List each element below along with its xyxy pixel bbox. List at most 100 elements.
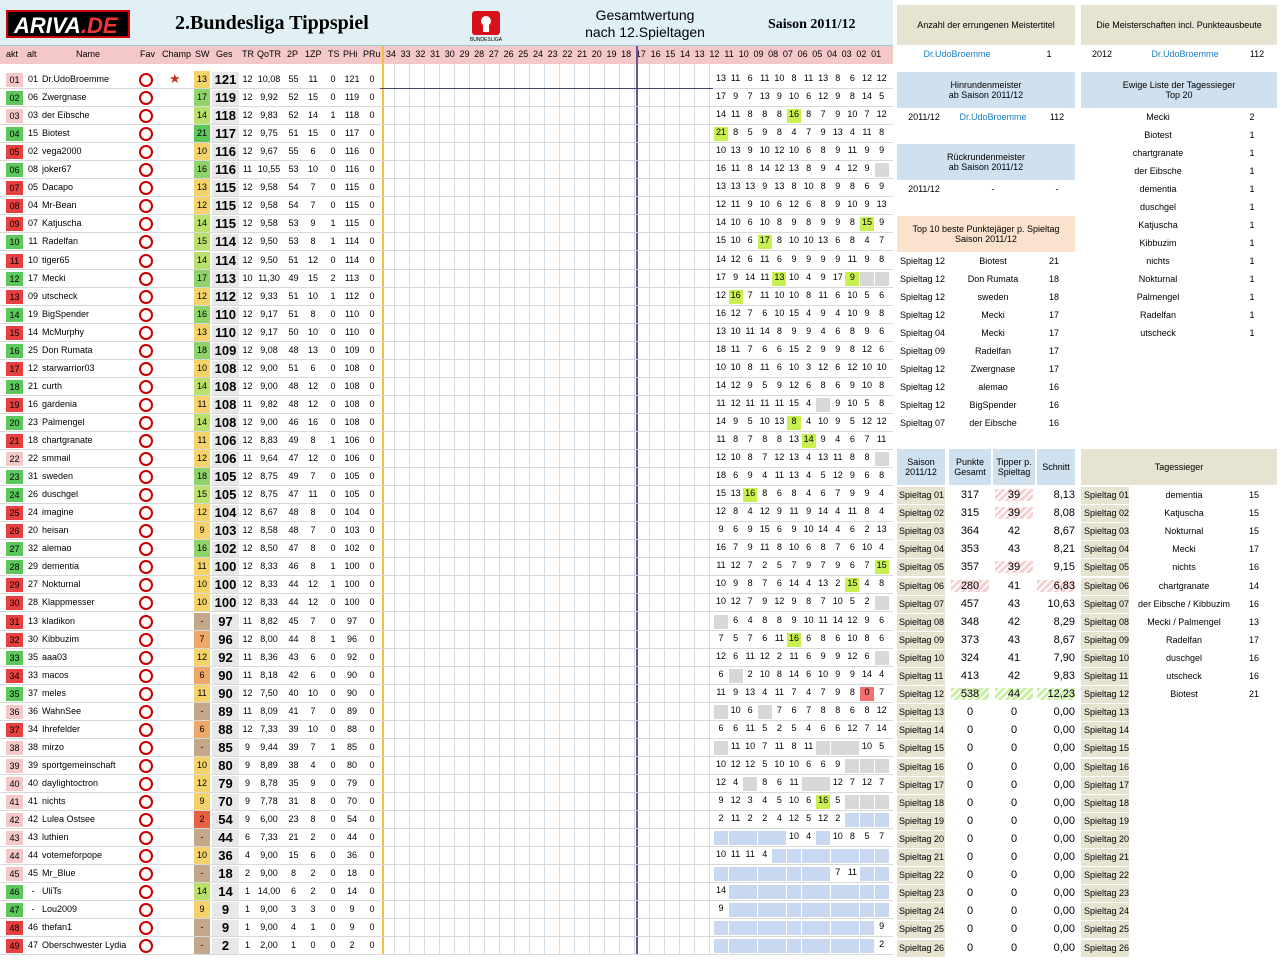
player-name[interactable]: mirzo bbox=[42, 741, 64, 752]
player-name[interactable]: Nokturnal bbox=[42, 579, 81, 590]
player-name[interactable]: Mr-Bean bbox=[42, 200, 77, 211]
player-name[interactable]: chartgranate bbox=[42, 435, 93, 445]
table-row[interactable]: 46- UliTs 14 14 1 14,00 6 2 0 14 0 14 bbox=[0, 883, 893, 902]
player-name[interactable]: UliTs bbox=[42, 886, 62, 897]
player-name[interactable]: nichts bbox=[42, 796, 66, 806]
player-name[interactable]: votemeforpope bbox=[42, 850, 103, 861]
meister-name[interactable]: Dr.UdoBroemme bbox=[923, 49, 991, 59]
player-name[interactable]: Mecki bbox=[42, 272, 66, 283]
table-row[interactable]: 27 32 alemao 16 102 12 8,50 47 8 0 102 0 16 7 9 11 8 10 6 8… bbox=[0, 540, 893, 559]
player-name[interactable]: daylightoctron bbox=[42, 777, 99, 788]
player-name[interactable]: duschgel bbox=[42, 489, 79, 500]
table-row[interactable]: 12 17 Mecki 17 113 10 11,30 49 15 2 113 0 17 9 14 11 13 1… bbox=[0, 269, 893, 288]
table-row[interactable]: 07 05 Dacapo 13 115 12 9,58 54 7 0 115 0 13 13 13 9 13 8 1… bbox=[0, 179, 893, 198]
player-name[interactable]: WahnSee bbox=[42, 705, 82, 716]
player-name[interactable]: Lulea Ostsee bbox=[42, 814, 96, 825]
player-name[interactable]: luthien bbox=[42, 832, 69, 843]
table-row[interactable]: 33 35 aaa03 12 92 11 8,36 43 6 0 92 0 12 6 11 12 2 11 6 9 9 1… bbox=[0, 648, 893, 667]
player-name[interactable]: starwarrior03 bbox=[42, 362, 95, 373]
player-name[interactable]: der Eibsche bbox=[42, 110, 90, 121]
table-row[interactable]: 30 28 Klappmesser 10 100 12 8,33 44 12 0 100 0 10 12 7… bbox=[0, 594, 893, 613]
table-row[interactable]: 31 13 kladikon -97 11 8,82 45 7 0 97 0 6 4 8 8 9 10 11 14 1… bbox=[0, 612, 893, 631]
table-row[interactable]: 34 33 macos 6 90 11 8,18 42 6 0 90 0 6 2 10 8 14 6 10 9 9 14 4 bbox=[0, 666, 893, 685]
player-name[interactable]: dementia bbox=[42, 561, 80, 572]
player-name[interactable]: alemao bbox=[42, 543, 72, 554]
table-row[interactable]: 26 20 heisan 9 103 12 8,58 48 7 0 103 0 9 6 9 15 6 9 10 14 4… bbox=[0, 522, 893, 541]
player-name[interactable]: Don Rumata bbox=[42, 344, 93, 355]
meisterschaften-name[interactable]: Dr.UdoBroemme bbox=[1151, 49, 1219, 59]
table-row[interactable]: 01 01 Dr.UdoBroemme 13 121 12 10,08 55 11 0 121 0 ★ 1… bbox=[0, 71, 893, 89]
player-name[interactable]: utscheck bbox=[42, 290, 78, 301]
table-row[interactable]: 32 30 Kibbuzim 7 96 12 8,00 44 8 1 96 0 7 5 7 6 11 16 6 8 6 1… bbox=[0, 630, 893, 649]
table-row[interactable]: 17 12 starwarrior03 10 108 12 9,00 51 6 0 108 0 10 10… bbox=[0, 359, 893, 378]
player-name[interactable]: Radelfan bbox=[42, 236, 79, 247]
table-row[interactable]: 08 04 Mr-Bean 12 115 12 9,58 54 7 0 115 0 12 11 9 10 6 12… bbox=[0, 197, 893, 216]
player-name[interactable]: Dacapo bbox=[42, 182, 74, 193]
table-row[interactable]: 29 27 Nokturnal 10 100 12 8,33 44 12 1 100 0 10 9 8 7 6 1… bbox=[0, 576, 893, 595]
table-row[interactable]: 48 46 thefan1-9 1 9,00 4 1 0 9 0 9 bbox=[0, 919, 893, 938]
table-row[interactable]: 21 18 chartgranate 11 106 12 8,83 49 8 1 106 0 11 8 7 8… bbox=[0, 432, 893, 450]
table-row[interactable]: 39 39 sportgemeinschaft 10 80 9 8,89 38 4 0 80 0 10 1… bbox=[0, 756, 893, 775]
player-name[interactable]: Katjuscha bbox=[42, 218, 82, 229]
table-row[interactable]: 14 19 BigSpender 16 110 12 9,17 51 8 0 110 0 16 12 7 6 1… bbox=[0, 305, 893, 324]
table-row[interactable]: 10 11 Radelfan 15 114 12 9,50 53 8 1 114 0 15 10 6 17 8 1… bbox=[0, 233, 893, 252]
table-row[interactable]: 23 31 sweden 18 105 12 8,75 49 7 0 105 0 18 6 9 4 11 13 4 5… bbox=[0, 468, 893, 487]
player-name[interactable]: Oberschwester Lydia bbox=[42, 940, 127, 951]
player-name[interactable]: smmail bbox=[42, 453, 71, 464]
table-row[interactable]: 11 10 tiger65 14 114 12 9,50 51 12 0 114 0 14 12 6 11 6 9… bbox=[0, 251, 893, 270]
player-name[interactable]: McMurphy bbox=[42, 326, 85, 337]
player-name[interactable]: heisan bbox=[42, 525, 69, 536]
table-row[interactable]: 38 38 mirzo -85 9 9,44 39 7 1 85 0 11 10 7 11 8 11 10 5 bbox=[0, 738, 893, 757]
player-name[interactable]: Kibbuzim bbox=[42, 633, 80, 644]
player-name[interactable]: macos bbox=[42, 669, 69, 680]
table-row[interactable]: 05 02 vega2000 10 116 12 9,67 55 6 0 116 0 10 13 9 10 12… bbox=[0, 143, 893, 162]
player-name[interactable]: vega2000 bbox=[42, 146, 82, 157]
player-name[interactable]: tiger65 bbox=[42, 254, 70, 265]
table-row[interactable]: 09 07 Katjuscha 14 115 12 9,58 53 9 1 115 0 14 10 6 10 8… bbox=[0, 215, 893, 234]
table-row[interactable]: 24 26 duschgel 15 105 12 8,75 47 11 0 105 0 15 13 16 8 6… bbox=[0, 486, 893, 505]
player-name[interactable]: joker67 bbox=[42, 164, 72, 175]
table-row[interactable]: 44 44 votemeforpope 10 36 4 9,00 15 6 0 36 0 10 11 11 4 bbox=[0, 847, 893, 866]
player-name[interactable]: thefan1 bbox=[42, 922, 73, 933]
table-row[interactable]: 42 42 Lulea Ostsee 2 54 9 6,00 23 8 0 54 0 2 11 2 2 4 12 5… bbox=[0, 811, 893, 830]
table-row[interactable]: 49 47 Oberschwester Lydia -2 1 2,00 1 0 0 2 0 2 bbox=[0, 937, 893, 956]
table-row[interactable]: 37 34 Ihrefelder 6 88 12 7,33 39 10 0 88 0 6 6 11 5 2 5 4 6… bbox=[0, 720, 893, 739]
player-name[interactable]: Biotest bbox=[42, 128, 70, 139]
player-name[interactable]: sweden bbox=[42, 471, 74, 482]
table-row[interactable]: 28 29 dementia 11 100 12 8,33 46 8 1 100 0 11 12 7 2 5 7 9… bbox=[0, 558, 893, 577]
table-row[interactable]: 47- Lou2009 9 9 1 9,00 3 3 0 9 0 9 bbox=[0, 901, 893, 920]
table-row[interactable]: 15 14 McMurphy 13 110 12 9,17 50 10 0 110 0 13 10 11 14… bbox=[0, 323, 893, 342]
player-name[interactable]: meles bbox=[42, 687, 67, 698]
player-name[interactable]: Ihrefelder bbox=[42, 723, 81, 734]
player-name[interactable]: gardenia bbox=[42, 398, 78, 409]
hinrunde-name[interactable]: Dr.UdoBroemme bbox=[959, 112, 1027, 122]
table-row[interactable]: 03 03 der Eibsche 14 118 12 9,83 52 14 1 118 0 14 11 8… bbox=[0, 107, 893, 126]
player-name[interactable]: Dr.UdoBroemme bbox=[42, 74, 110, 84]
table-row[interactable]: 06 08 joker67 16 116 11 10,55 53 10 0 116 0 16 11 8 14 1… bbox=[0, 161, 893, 180]
table-row[interactable]: 43 43 luthien -44 6 7,33 21 2 0 44 0 10 4 10 8 5 7 bbox=[0, 829, 893, 848]
player-name[interactable]: Palmengel bbox=[42, 416, 85, 427]
player-name[interactable]: Klappmesser bbox=[42, 597, 95, 608]
player-name[interactable]: kladikon bbox=[42, 615, 76, 626]
player-name[interactable]: BigSpender bbox=[42, 308, 90, 319]
table-row[interactable]: 45 45 Mr_Blue -18 2 9,00 8 2 0 18 0 7 11 bbox=[0, 865, 893, 884]
player-name[interactable]: Zwergnase bbox=[42, 92, 87, 103]
table-row[interactable]: 41 41 nichts 9 70 9 7,78 31 8 0 70 0 9 12 3 4 5 10 6 16 5 bbox=[0, 793, 893, 811]
table-row[interactable]: 40 40 daylightoctron 12 79 9 8,78 35 9 0 79 0 12 4 8 6 1… bbox=[0, 774, 893, 793]
table-row[interactable]: 04 15 Biotest 21 117 12 9,75 51 15 0 117 0 21 8 5 9 8 4 7 9… bbox=[0, 125, 893, 144]
ariva-logo[interactable]: ARIVA.DE bbox=[6, 10, 130, 38]
player-name[interactable]: Mr_Blue bbox=[42, 868, 76, 879]
table-row[interactable]: 19 16 gardenia 11 108 11 9,82 48 12 0 108 0 11 12 11 11… bbox=[0, 395, 893, 414]
player-name[interactable]: Lou2009 bbox=[42, 904, 78, 915]
table-row[interactable]: 13 09 utscheck 12 112 12 9,33 51 10 1 112 0 12 16 7 11 1… bbox=[0, 287, 893, 306]
player-name[interactable]: imagine bbox=[42, 507, 74, 518]
player-name[interactable]: curth bbox=[42, 380, 63, 391]
table-row[interactable]: 16 25 Don Rumata 18 109 12 9,08 48 13 0 109 0 18 11 7 6… bbox=[0, 341, 893, 360]
table-row[interactable]: 25 24 imagine 12 104 12 8,67 48 8 0 104 0 12 8 4 12 9 11 9… bbox=[0, 504, 893, 523]
player-name[interactable]: sportgemeinschaft bbox=[42, 759, 116, 770]
table-row[interactable]: 02 06 Zwergnase 17 119 12 9,92 52 15 0 119 0 17 9 7 13 9… bbox=[0, 89, 893, 108]
table-row[interactable]: 35 37 meles 11 90 12 7,50 40 10 0 90 0 11 9 13 4 11 7 4 7 9 8… bbox=[0, 684, 893, 703]
table-row[interactable]: 36 36 WahnSee -89 11 8,09 41 7 0 89 0 10 6 7 6 7 8 8 6 8 12 bbox=[0, 702, 893, 721]
player-name[interactable]: aaa03 bbox=[42, 651, 68, 662]
table-row[interactable]: 20 23 Palmengel 14 108 12 9,00 46 16 0 108 0 14 9 5 10 1… bbox=[0, 413, 893, 432]
